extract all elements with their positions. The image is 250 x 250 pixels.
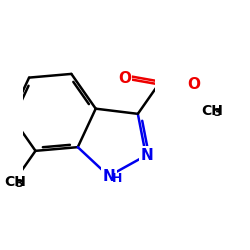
Text: N: N <box>102 168 115 184</box>
Text: 3: 3 <box>16 179 24 189</box>
Text: O: O <box>187 77 200 92</box>
Text: CH: CH <box>202 104 223 118</box>
Text: 3: 3 <box>213 108 221 118</box>
Text: CH: CH <box>4 175 26 189</box>
Text: O: O <box>118 71 131 86</box>
Text: H: H <box>112 172 122 185</box>
Text: N: N <box>140 148 153 163</box>
